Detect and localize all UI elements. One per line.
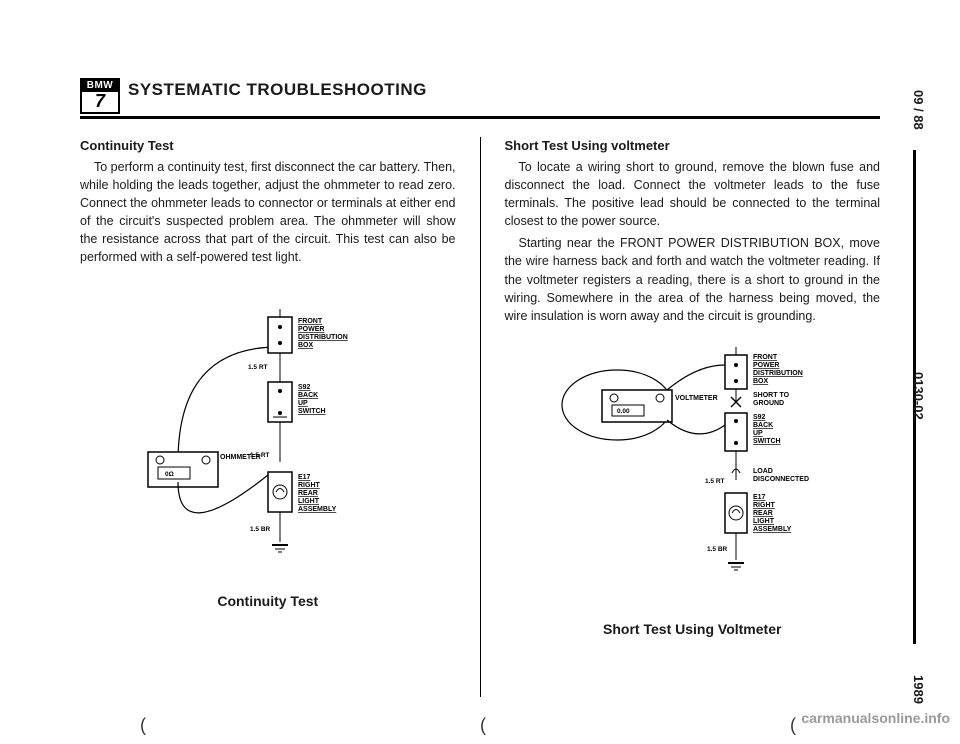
svg-text:UP: UP <box>298 400 308 407</box>
svg-text:SWITCH: SWITCH <box>753 438 781 445</box>
svg-text:REAR: REAR <box>753 510 773 517</box>
svg-text:BACK: BACK <box>753 422 773 429</box>
watermark: carmanualsonline.info <box>801 710 950 726</box>
header: BMW 7 SYSTEMATIC TROUBLESHOOTING <box>80 78 880 119</box>
side-rail: 09 / 88 0130-02 1989 <box>906 90 926 704</box>
svg-text:FRONT: FRONT <box>753 354 778 361</box>
right-figure: 0.00 VOLTMETER FRONT POWER DISTRIBUTION … <box>505 345 881 605</box>
svg-text:LIGHT: LIGHT <box>298 498 320 505</box>
rail-year: 1989 <box>911 675 926 704</box>
right-figure-caption: Short Test Using Voltmeter <box>505 619 881 639</box>
svg-text:S92: S92 <box>298 384 311 391</box>
svg-text:UP: UP <box>753 430 763 437</box>
right-paragraph-1: To locate a wiring short to ground, remo… <box>505 158 881 231</box>
svg-text:1.5 BR: 1.5 BR <box>250 526 271 533</box>
logo-text-bottom: 7 <box>82 92 118 112</box>
continuity-diagram: 0Ω OHMMETER FRONT POWER DISTRIBUTION BOX… <box>138 287 398 577</box>
right-subhead: Short Test Using voltmeter <box>505 137 881 156</box>
short-test-diagram: 0.00 VOLTMETER FRONT POWER DISTRIBUTION … <box>547 345 837 605</box>
left-paragraph: To perform a continuity test, first disc… <box>80 158 456 267</box>
svg-text:1.5 RT: 1.5 RT <box>250 452 270 459</box>
rail-date: 09 / 88 <box>911 90 926 130</box>
svg-text:ASSEMBLY: ASSEMBLY <box>298 506 337 513</box>
svg-text:VOLTMETER: VOLTMETER <box>675 395 718 402</box>
left-subhead: Continuity Test <box>80 137 456 156</box>
svg-text:DISTRIBUTION: DISTRIBUTION <box>298 334 348 341</box>
content-columns: Continuity Test To perform a continuity … <box>80 137 880 697</box>
svg-text:POWER: POWER <box>753 362 779 369</box>
right-paragraph-2: Starting near the FRONT POWER DISTRIBUTI… <box>505 234 881 325</box>
svg-text:1.5 BR: 1.5 BR <box>707 546 728 553</box>
svg-text:ASSEMBLY: ASSEMBLY <box>753 526 792 533</box>
svg-text:S92: S92 <box>753 414 766 421</box>
svg-text:RIGHT: RIGHT <box>753 502 776 509</box>
svg-text:0.00: 0.00 <box>617 408 630 415</box>
left-column: Continuity Test To perform a continuity … <box>80 137 480 697</box>
bmw-logo: BMW 7 <box>80 78 120 114</box>
svg-text:DISCONNECTED: DISCONNECTED <box>753 476 809 483</box>
scan-artifact-right: ( <box>790 715 796 736</box>
left-figure-caption: Continuity Test <box>80 591 456 611</box>
rail-section: 0130-02 <box>911 372 926 420</box>
svg-text:DISTRIBUTION: DISTRIBUTION <box>753 370 803 377</box>
page: BMW 7 SYSTEMATIC TROUBLESHOOTING Continu… <box>80 78 880 704</box>
page-title: SYSTEMATIC TROUBLESHOOTING <box>128 78 427 100</box>
scan-artifact-mid: ( <box>480 715 486 736</box>
svg-text:0Ω: 0Ω <box>165 471 174 478</box>
svg-text:LIGHT: LIGHT <box>753 518 775 525</box>
svg-text:BOX: BOX <box>753 378 769 385</box>
svg-text:REAR: REAR <box>298 490 318 497</box>
svg-text:E17: E17 <box>753 494 766 501</box>
svg-text:1.5 RT: 1.5 RT <box>248 364 268 371</box>
svg-text:GROUND: GROUND <box>753 400 784 407</box>
svg-text:1.5 RT: 1.5 RT <box>705 478 725 485</box>
svg-text:E17: E17 <box>298 474 311 481</box>
scan-artifact-left: ( <box>140 715 146 736</box>
svg-text:SHORT TO: SHORT TO <box>753 392 790 399</box>
svg-text:RIGHT: RIGHT <box>298 482 321 489</box>
left-figure: 0Ω OHMMETER FRONT POWER DISTRIBUTION BOX… <box>80 287 456 577</box>
svg-text:BOX: BOX <box>298 342 314 349</box>
svg-text:BACK: BACK <box>298 392 318 399</box>
svg-text:POWER: POWER <box>298 326 324 333</box>
svg-text:FRONT: FRONT <box>298 318 323 325</box>
svg-text:SWITCH: SWITCH <box>298 408 326 415</box>
svg-text:LOAD: LOAD <box>753 468 773 475</box>
right-column: Short Test Using voltmeter To locate a w… <box>480 137 881 697</box>
